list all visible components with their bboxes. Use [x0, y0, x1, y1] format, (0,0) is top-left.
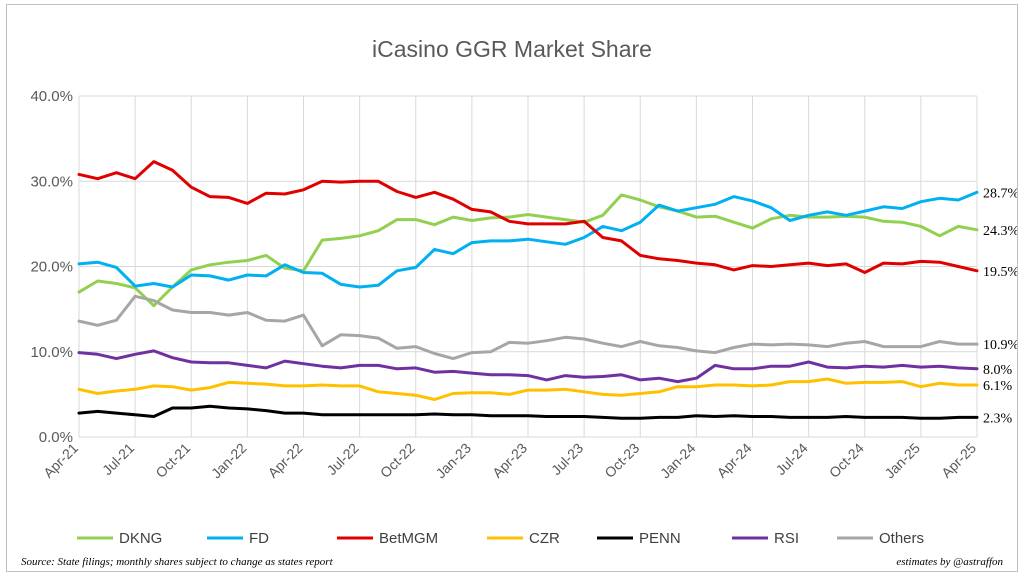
series-line-others: [77, 294, 979, 361]
x-tick-label: Jul-23: [548, 440, 586, 478]
y-tick-label: 20.0%: [30, 259, 73, 276]
x-axis-ticks: Apr-21 Jul-21 Oct-21 Jan-22 Apr-22 Jul-22 Oct-…: [40, 440, 979, 482]
x-tick-label: Jul-22: [323, 440, 361, 478]
legend-label-fd: FD: [249, 530, 269, 547]
y-tick-label: 10.0%: [30, 344, 73, 361]
x-tick-label: Apr-24: [714, 440, 755, 481]
market-share-chart: iCasino GGR Market Share 0.0% 10.0% 20.0% 3…: [21, 36, 1017, 568]
legend: DKNG FD BetMGM CZR PENN RSI Others: [77, 530, 924, 547]
x-tick-label: Oct-22: [377, 440, 418, 481]
end-labels: 28.7% 24.3% 19.5% 10.9% 8.0%6.1% 2.3%: [983, 186, 1017, 426]
x-tick-label: Jan-23: [432, 440, 474, 482]
series-line-penn: [77, 404, 979, 420]
x-tick-label: Jan-24: [657, 440, 699, 482]
x-tick-label: Jan-25: [881, 440, 923, 482]
chart-title: iCasino GGR Market Share: [372, 36, 652, 62]
end-label-penn: 2.3%: [983, 411, 1013, 426]
x-tick-label: Oct-23: [601, 440, 642, 481]
x-tick-label: Apr-23: [489, 440, 530, 481]
series-line-czr: [77, 377, 979, 401]
legend-label-czr: CZR: [529, 530, 560, 547]
series-line-betmgm: [77, 160, 979, 274]
x-tick-label: Jul-21: [99, 440, 137, 478]
y-tick-label: 30.0%: [30, 173, 73, 190]
source-note: Source: State filings; monthly shares su…: [21, 556, 334, 568]
series-line-fd: [77, 190, 979, 289]
y-tick-label: 40.0%: [30, 88, 73, 105]
legend-label-dkng: DKNG: [119, 530, 162, 547]
legend-label-betmgm: BetMGM: [379, 530, 438, 547]
series-lines: [77, 160, 979, 420]
x-tick-label: Apr-22: [265, 440, 306, 481]
end-label-rsi: 8.0%: [983, 363, 1013, 378]
end-label-dkng: 24.3%: [983, 224, 1017, 239]
legend-label-penn: PENN: [639, 530, 681, 547]
chart-frame: iCasino GGR Market Share 0.0% 10.0% 20.0% 3…: [6, 4, 1018, 572]
legend-label-others: Others: [879, 530, 924, 547]
y-tick-label: 0.0%: [39, 429, 73, 446]
legend-label-rsi: RSI: [774, 530, 799, 547]
credit-note: estimates by @astraffon: [896, 556, 1003, 568]
x-tick-label: Apr-25: [938, 440, 979, 481]
y-axis-ticks: 0.0% 10.0% 20.0% 30.0% 40.0%: [30, 88, 73, 446]
series-line-dkng: [77, 193, 979, 308]
x-tick-label: Oct-21: [152, 440, 193, 481]
x-tick-label: Jul-24: [772, 440, 810, 478]
end-label-others: 10.9%: [983, 338, 1017, 353]
x-tick-label: Oct-24: [826, 440, 867, 481]
end-label-betmgm: 19.5%: [983, 265, 1017, 280]
end-label-czr: 6.1%: [983, 379, 1013, 394]
end-label-fd: 28.7%: [983, 186, 1017, 201]
x-tick-label: Jan-22: [208, 440, 250, 482]
series-line-rsi: [77, 349, 979, 384]
